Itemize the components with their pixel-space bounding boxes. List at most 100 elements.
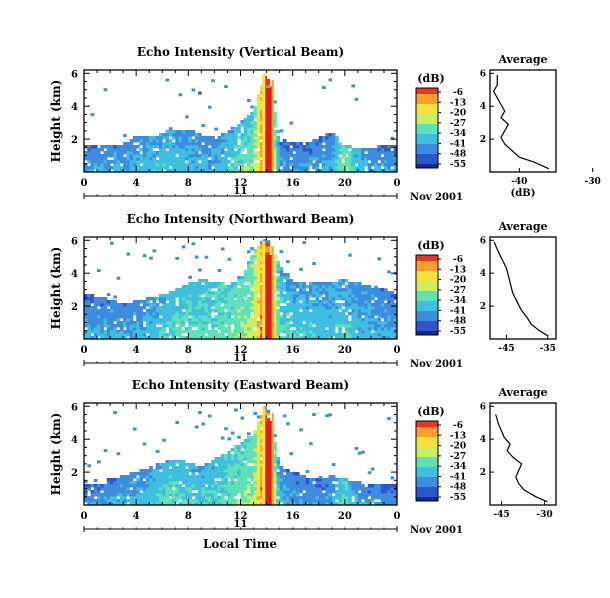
heatmap-cell: [188, 309, 192, 313]
heatmap-cell: [103, 496, 108, 500]
heatmap-cell: [214, 472, 219, 476]
heatmap-cell: [188, 493, 192, 497]
heatmap-cell: [240, 157, 245, 161]
heatmap-cell: [299, 428, 303, 432]
heatmap-cell: [266, 409, 271, 413]
heatmap-cell: [188, 133, 192, 137]
heatmap-cell: [152, 151, 157, 155]
heatmap-cell: [126, 166, 131, 170]
heatmap-cell: [129, 166, 134, 170]
heatmap-cell: [387, 327, 391, 331]
heatmap-cell: [361, 300, 365, 304]
heatmap-cell: [357, 318, 362, 322]
heatmap-cell: [361, 151, 365, 155]
heatmap-cell: [214, 142, 219, 146]
heatmap-cell: [139, 487, 144, 491]
heatmap-cell: [139, 318, 144, 322]
heatmap-cell: [224, 336, 228, 340]
heatmap-cell: [253, 445, 258, 449]
heatmap-cell: [250, 105, 254, 109]
heatmap-cell: [224, 142, 228, 146]
heatmap-cell: [172, 297, 176, 301]
heatmap-cell: [230, 457, 235, 461]
heatmap-cell: [139, 321, 144, 325]
heatmap-cell: [220, 478, 225, 482]
heatmap-cell: [256, 127, 261, 131]
heatmap-cell: [318, 154, 323, 158]
heatmap-cell: [217, 487, 222, 491]
heatmap-cell: [390, 160, 395, 164]
heatmap-cell: [191, 487, 196, 491]
heatmap-cell: [172, 136, 176, 140]
heatmap-cell: [220, 166, 225, 170]
heatmap-cell: [260, 136, 264, 140]
heatmap-cell: [299, 478, 303, 482]
heatmap-cell: [282, 414, 287, 418]
colorbar-swatch: [416, 100, 438, 103]
colorbar-swatch: [416, 477, 438, 480]
heatmap-cell: [354, 169, 359, 173]
heatmap-cell: [113, 484, 117, 488]
heatmap-cell: [84, 169, 88, 173]
heatmap-cell: [185, 297, 189, 301]
heatmap-cell: [97, 166, 101, 170]
heatmap-cell: [247, 133, 251, 137]
heatmap-cell: [155, 166, 160, 170]
heatmap-cell: [145, 315, 150, 319]
heatmap-cell: [377, 154, 382, 158]
heatmap-cell: [295, 502, 300, 506]
heatmap-cell: [227, 294, 232, 298]
heatmap-cell: [273, 300, 277, 304]
heatmap-cell: [240, 124, 245, 128]
heatmap-cell: [214, 324, 219, 328]
heatmap-cell: [250, 160, 254, 164]
heatmap-cell: [84, 499, 88, 503]
heatmap-cell: [331, 160, 336, 164]
heatmap-cell: [309, 288, 313, 292]
y-tick-label: 4: [71, 435, 78, 446]
heatmap-cell: [243, 493, 248, 497]
heatmap-cell: [123, 487, 127, 491]
heatmap-cell: [253, 276, 258, 280]
heatmap-cell: [227, 451, 232, 455]
heatmap-cell: [191, 169, 196, 173]
heatmap-cell: [224, 300, 228, 304]
heatmap-cell: [123, 502, 127, 506]
heatmap-cell: [370, 484, 375, 488]
heatmap-cell: [315, 493, 320, 497]
heatmap-cell: [247, 261, 251, 265]
heatmap-cell: [103, 312, 108, 316]
heatmap-cell: [149, 136, 153, 140]
heatmap-cell: [97, 269, 101, 273]
heatmap-cell: [384, 496, 388, 500]
heatmap-cell: [129, 333, 134, 337]
heatmap-cell: [253, 106, 258, 110]
heatmap-cell: [217, 166, 222, 170]
heatmap-cell: [145, 148, 150, 152]
heatmap-cell: [292, 306, 297, 310]
heatmap-cell: [110, 321, 114, 325]
heatmap-cell: [250, 466, 254, 470]
colorbar-swatch: [416, 112, 438, 115]
heatmap-cell: [214, 291, 219, 295]
heatmap-cell: [312, 142, 316, 146]
heatmap-cell: [292, 487, 297, 491]
heatmap-cell: [132, 472, 137, 476]
heatmap-cell: [172, 291, 176, 295]
heatmap-cell: [292, 142, 297, 146]
heatmap-cell: [305, 493, 310, 497]
heatmap-cell: [367, 333, 372, 337]
heatmap-cell: [162, 136, 166, 140]
heatmap-cell: [87, 157, 91, 161]
heatmap-cell: [194, 282, 199, 286]
heatmap-cell: [191, 166, 196, 170]
heatmap-cell: [338, 490, 342, 494]
heatmap-cell: [211, 333, 215, 337]
heatmap-cell: [227, 151, 232, 155]
heatmap-cell: [194, 478, 199, 482]
heatmap-cell: [299, 306, 303, 310]
heatmap-cell: [243, 270, 248, 274]
heatmap-cell: [97, 157, 101, 161]
y-tick-label: 2: [71, 302, 78, 313]
heatmap-cell: [247, 436, 251, 440]
